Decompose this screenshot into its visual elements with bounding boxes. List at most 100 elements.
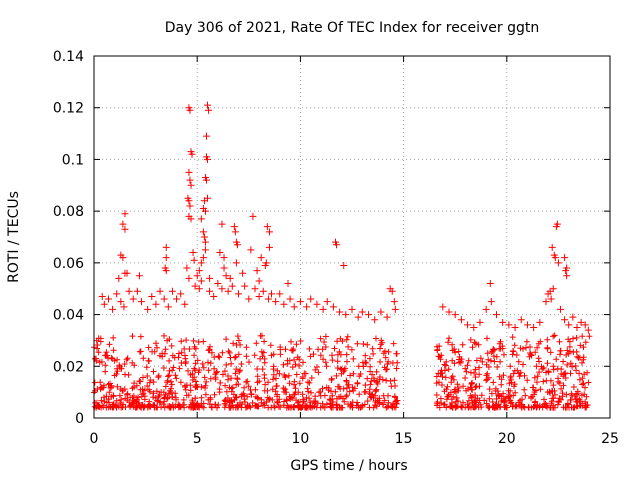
roti-data-point (383, 313, 391, 321)
roti-data-point (377, 308, 385, 316)
x-tick-label: 25 (601, 431, 619, 447)
x-tick-label: 10 (291, 431, 309, 447)
roti-data-point (313, 300, 321, 308)
roti-data-point (220, 254, 228, 262)
x-tick-labels: 0 5 10 15 20 25 (90, 431, 619, 447)
roti-data-point (245, 295, 253, 303)
roti-data-point (253, 267, 261, 275)
roti-data-point (133, 287, 141, 295)
roti-data-point (239, 269, 247, 277)
roti-data-point (439, 303, 447, 311)
roti-data-point (218, 285, 226, 293)
roti-data-point (195, 267, 203, 275)
data-points-layer (98, 101, 592, 334)
roti-data-point (104, 295, 112, 303)
roti-data-point (205, 106, 213, 114)
roti-data-point (505, 321, 513, 329)
roti-data-point (168, 287, 176, 295)
roti-data-point (333, 241, 341, 249)
roti-data-point (492, 311, 500, 319)
roti-data-point (185, 168, 193, 176)
roti-data-point (121, 225, 129, 233)
roti-data-point (280, 300, 288, 308)
roti-data-point (231, 228, 239, 236)
x-tick-label: 20 (498, 431, 516, 447)
roti-data-point (573, 324, 581, 331)
roti-data-point (115, 274, 123, 282)
roti-data-point (556, 305, 564, 313)
roti-data-point (226, 274, 234, 282)
roti-data-point (371, 316, 379, 324)
y-tick-label: 0.12 (53, 101, 84, 117)
roti-data-point (563, 272, 571, 280)
roti-data-point (125, 287, 133, 295)
roti-data-point (197, 215, 205, 223)
roti-data-point (388, 287, 396, 295)
roti-data-point (204, 194, 212, 202)
roti-data-point (100, 300, 108, 308)
roti-data-point (336, 308, 344, 316)
roti-data-point (202, 132, 210, 140)
roti-data-point (181, 300, 189, 308)
roti-data-point (234, 290, 242, 298)
roti-data-point (561, 254, 569, 262)
dense-roti-markers (91, 332, 593, 411)
roti-data-point (263, 223, 271, 231)
roti-data-point (191, 282, 199, 290)
roti-data-point (220, 264, 228, 272)
roti-data-point (185, 274, 193, 282)
tick-layer (93, 55, 611, 419)
roti-data-point (214, 280, 222, 288)
roti-data-point (542, 298, 550, 306)
roti-data-point (391, 305, 399, 313)
roti-data-point (470, 324, 478, 331)
roti-data-point (286, 295, 294, 303)
roti-data-point (457, 316, 465, 324)
roti-data-point (233, 241, 241, 249)
roti-data-point (187, 181, 195, 189)
roti-data-point (241, 282, 249, 290)
chart-title: Day 306 of 2021, Rate Of TEC Index for r… (165, 20, 540, 36)
roti-data-point (551, 254, 559, 262)
roti-data-point (197, 277, 205, 285)
roti-data-point (200, 233, 208, 241)
roti-data-point (202, 176, 210, 184)
roti-data-point (204, 101, 212, 109)
roti-data-point (185, 197, 193, 205)
roti-data-point (135, 272, 143, 280)
roti-data-point (144, 305, 152, 313)
roti-data-point (303, 303, 311, 311)
roti-data-point (548, 243, 556, 251)
roti-data-point (255, 292, 263, 300)
roti-data-point (119, 254, 127, 262)
roti-data-point (230, 223, 238, 231)
roti-data-point (183, 264, 191, 272)
roti-data-point (354, 313, 362, 321)
roti-data-point (206, 287, 214, 295)
roti-data-point (173, 295, 181, 303)
roti-data-point (284, 280, 292, 288)
roti-data-point (536, 318, 544, 326)
roti-data-point (113, 290, 121, 298)
roti-data-point (342, 311, 350, 319)
roti-data-point (584, 326, 592, 334)
roti-data-point (148, 292, 156, 300)
roti-data-point (259, 287, 267, 295)
roti-data-point (186, 202, 194, 210)
roti-data-point (162, 267, 170, 275)
x-tick-label: 0 (90, 431, 99, 447)
roti-data-point (530, 324, 538, 331)
roti-data-point (296, 298, 304, 306)
roti-data-point (195, 285, 203, 293)
roti-data-point (390, 298, 398, 306)
roti-data-point (98, 292, 106, 300)
roti-data-point (120, 303, 128, 311)
y-axis-label: ROTI / TECUs (6, 191, 22, 283)
y-tick-label: 0.14 (53, 49, 84, 65)
plot-frame (93, 55, 611, 419)
roti-data-point (549, 285, 557, 293)
roti-data-point (162, 254, 170, 262)
roti-data-point (451, 311, 459, 319)
roti-data-point (365, 311, 373, 319)
